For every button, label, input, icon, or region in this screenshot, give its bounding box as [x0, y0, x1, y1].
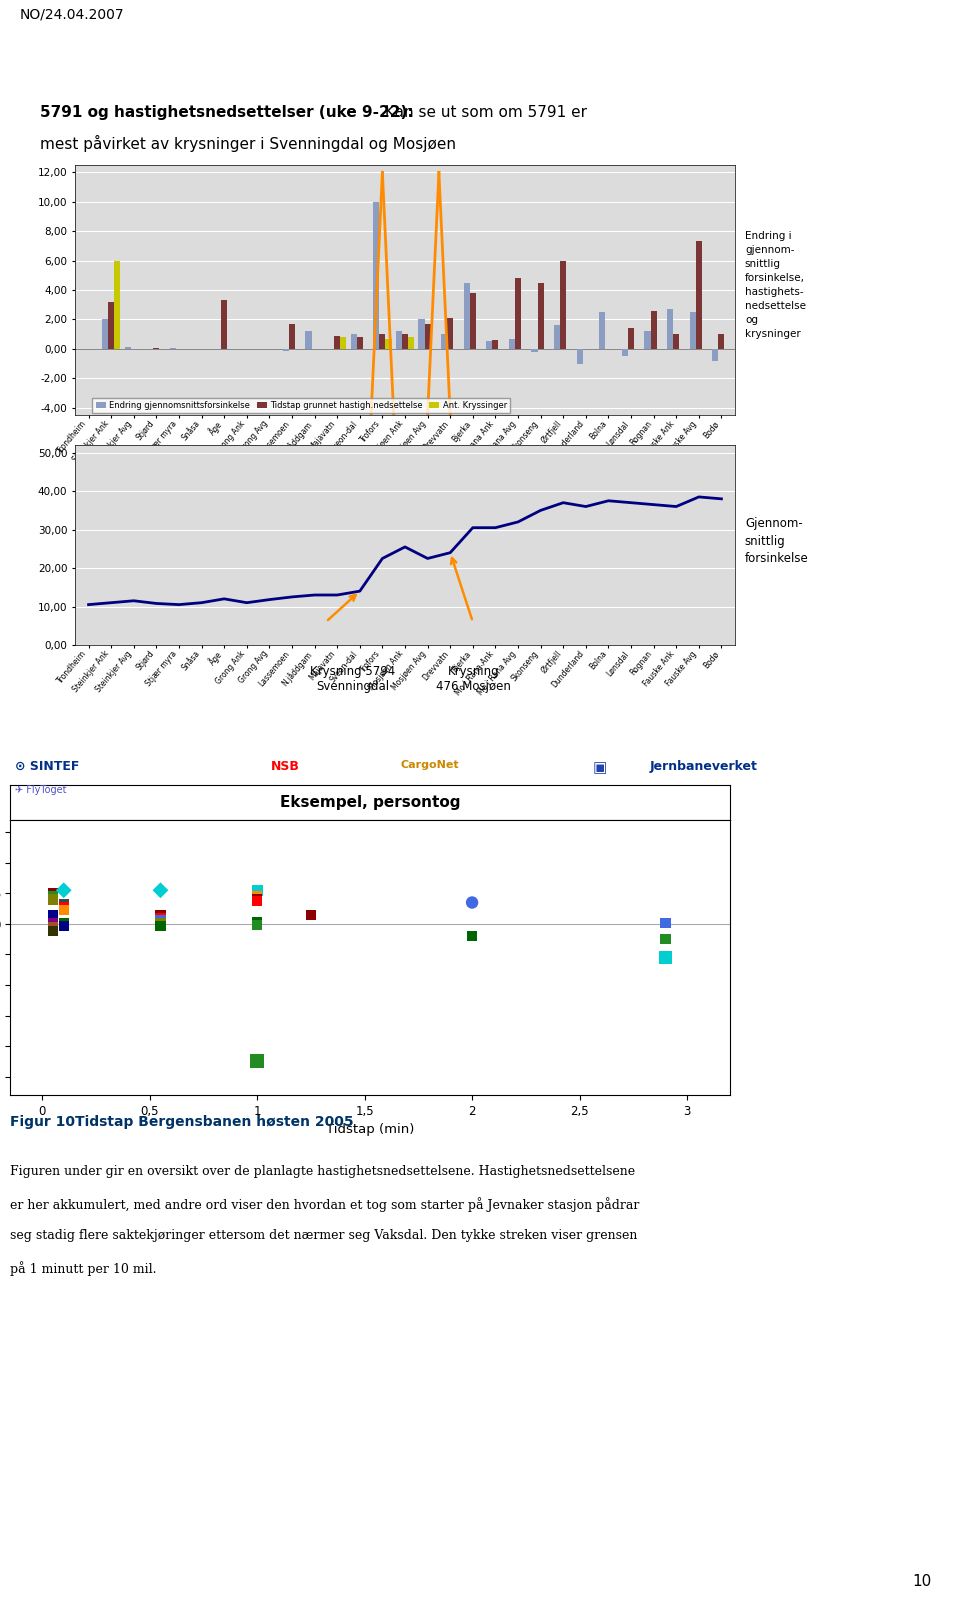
Bar	[554, 326, 561, 348]
Text: Krysning
476 Mosjøen: Krysning 476 Mosjøen	[436, 664, 511, 693]
Text: CargoNet: CargoNet	[400, 760, 459, 770]
Point	[250, 912, 265, 937]
Point	[303, 902, 319, 928]
Point	[56, 894, 71, 920]
Point	[45, 902, 60, 928]
Bar	[622, 348, 628, 356]
Bar	[424, 324, 431, 348]
Bar	[718, 334, 725, 348]
Text: NSB: NSB	[271, 760, 300, 773]
Text: Kan se ut som om 5791 er: Kan se ut som om 5791 er	[380, 105, 587, 120]
Point	[153, 877, 168, 902]
Text: 5791 og hastighetsnedsettelser (uke 9-22):: 5791 og hastighetsnedsettelser (uke 9-22…	[40, 105, 414, 120]
Point	[45, 886, 60, 912]
Bar	[561, 260, 566, 348]
Bar	[305, 331, 312, 348]
Point	[250, 886, 265, 912]
Bar	[334, 335, 340, 348]
Bar	[689, 311, 696, 348]
Bar	[644, 331, 651, 348]
Bar	[515, 278, 521, 348]
Point	[56, 898, 71, 923]
Bar	[357, 337, 363, 348]
Point	[250, 883, 265, 909]
Bar	[464, 283, 469, 348]
Point	[250, 1049, 265, 1075]
Point	[153, 905, 168, 931]
Text: 10: 10	[912, 1575, 931, 1589]
Bar	[289, 324, 295, 348]
Text: Jernbaneverket: Jernbaneverket	[650, 760, 757, 773]
Bar	[386, 339, 392, 348]
Text: Figuren under gir en oversikt over de planlagte hastighetsnedsettelsene. Hastigh: Figuren under gir en oversikt over de pl…	[10, 1164, 636, 1179]
Bar	[108, 302, 114, 348]
Point	[153, 902, 168, 928]
Point	[658, 926, 673, 952]
Bar	[441, 334, 447, 348]
Point	[465, 890, 480, 915]
Bar	[577, 348, 583, 364]
Bar	[283, 348, 289, 351]
Bar	[667, 310, 673, 348]
Bar	[350, 334, 357, 348]
Text: Eksempel, persontog: Eksempel, persontog	[279, 795, 460, 810]
Point	[56, 877, 71, 902]
Bar	[538, 283, 543, 348]
Point	[45, 883, 60, 909]
Text: på 1 minutt per 10 mil.: på 1 minutt per 10 mil.	[10, 1262, 156, 1276]
Text: ✈ FlyToget: ✈ FlyToget	[15, 786, 66, 795]
Legend: Endring gjennomsnittsforsinkelse, Tidstap grunnet hastigh.nedsettelse, Ant. Krys: Endring gjennomsnittsforsinkelse, Tidsta…	[92, 398, 510, 414]
Bar	[599, 311, 606, 348]
Bar	[487, 342, 492, 348]
Bar	[408, 337, 414, 348]
Bar	[673, 334, 680, 348]
Point	[658, 945, 673, 971]
Point	[56, 891, 71, 917]
Text: seg stadig flere saktekjøringer ettersom det nærmer seg Vaksdal. Den tykke strek: seg stadig flere saktekjøringer ettersom…	[10, 1230, 637, 1242]
Bar	[628, 329, 634, 348]
Point	[45, 910, 60, 936]
Text: Krysning 5794
Svenningdal: Krysning 5794 Svenningdal	[310, 664, 396, 693]
Bar	[373, 201, 379, 348]
Point	[153, 910, 168, 936]
Bar	[379, 334, 386, 348]
Bar	[396, 331, 402, 348]
Bar	[114, 260, 120, 348]
X-axis label: Tidstap (min): Tidstap (min)	[325, 1123, 414, 1137]
Text: Figur 10Tidstap Bergensbanen høsten 2005: Figur 10Tidstap Bergensbanen høsten 2005	[10, 1115, 353, 1129]
Point	[153, 913, 168, 939]
Text: mest påvirket av krysninger i Svenningdal og Mosjøen: mest påvirket av krysninger i Svenningda…	[40, 136, 456, 152]
Bar	[696, 241, 702, 348]
Bar	[419, 319, 424, 348]
Bar	[509, 339, 515, 348]
Bar	[447, 318, 453, 348]
Point	[153, 907, 168, 933]
Text: NO/24.04.2007: NO/24.04.2007	[19, 8, 124, 22]
Bar	[340, 337, 347, 348]
Bar	[102, 319, 108, 348]
Bar	[402, 334, 408, 348]
Point	[56, 913, 71, 939]
Text: Gjennom-
snittlig
forsinkelse: Gjennom- snittlig forsinkelse	[745, 516, 808, 565]
Text: er her akkumulert, med andre ord viser den hvordan et tog som starter på Jevnake: er her akkumulert, med andre ord viser d…	[10, 1198, 639, 1212]
Point	[658, 910, 673, 936]
Bar	[532, 348, 538, 351]
Point	[56, 910, 71, 936]
Text: Endring i
gjennom-
snittlig
forsinkelse,
hastighets-
nedsettelse
og
krysninger: Endring i gjennom- snittlig forsinkelse,…	[745, 232, 805, 339]
Point	[45, 913, 60, 939]
Point	[45, 880, 60, 905]
Point	[250, 909, 265, 934]
Bar	[221, 300, 228, 348]
Point	[465, 923, 480, 949]
Point	[250, 877, 265, 902]
Point	[250, 888, 265, 913]
Bar	[469, 292, 476, 348]
Bar	[712, 348, 718, 361]
Bar	[651, 310, 657, 348]
Bar	[492, 340, 498, 348]
Text: ⊙ SINTEF: ⊙ SINTEF	[15, 760, 80, 773]
Text: ▣: ▣	[593, 760, 607, 775]
Point	[45, 918, 60, 944]
